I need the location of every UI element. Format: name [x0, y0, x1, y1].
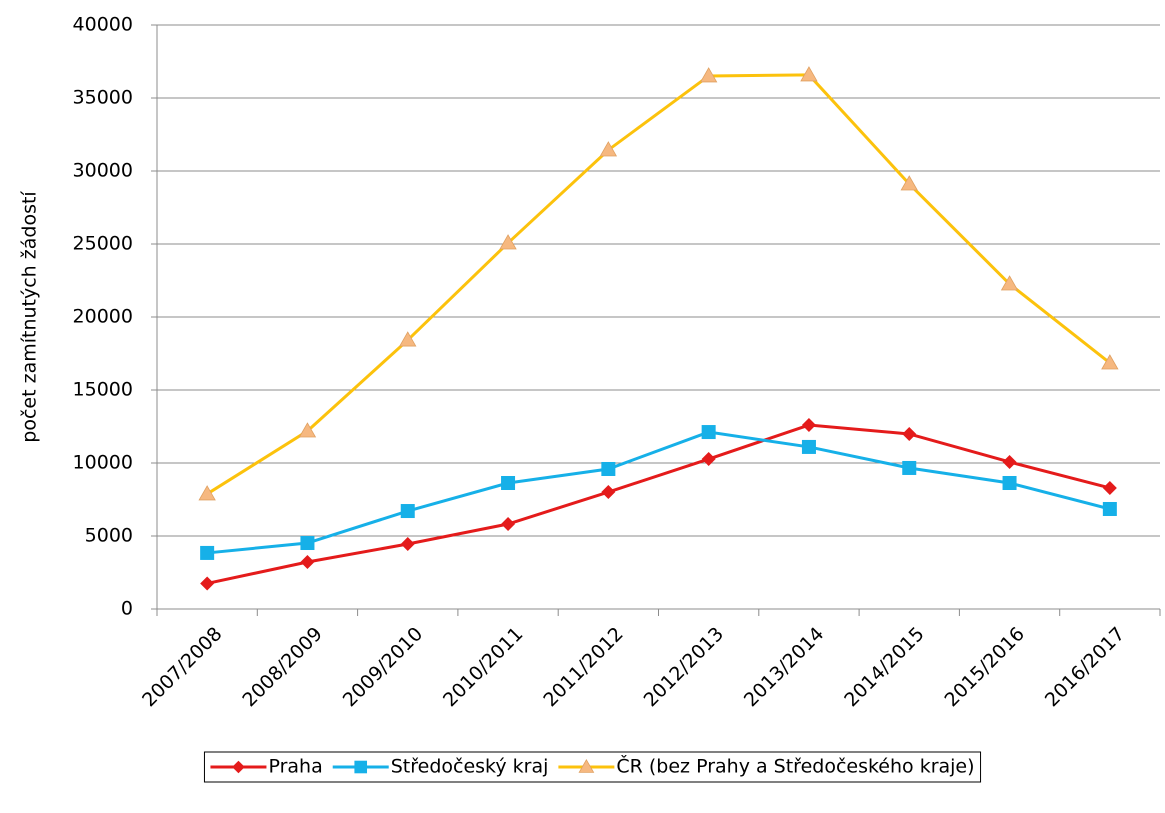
marker [801, 439, 816, 454]
legend-item: ČR (bez Prahy a Středočeského kraje) [558, 754, 975, 778]
y-tick-label: 35000 [73, 87, 133, 109]
marker [800, 66, 818, 82]
marker [599, 141, 618, 157]
y-axis-label: počet zamítnutých žádostí [19, 191, 41, 443]
marker [701, 425, 716, 440]
x-tick-label: 2013/2014 [740, 623, 828, 711]
marker [701, 452, 716, 467]
marker [801, 418, 816, 433]
series-line [206, 73, 1111, 496]
x-tick-label: 2012/2013 [640, 623, 728, 711]
x-tick-label: 2016/2017 [1041, 623, 1129, 711]
marker [198, 485, 216, 501]
y-tick-label: 40000 [73, 14, 133, 36]
marker [232, 760, 245, 774]
marker [699, 67, 718, 83]
marker [1002, 476, 1017, 491]
x-tick-label: 2008/2009 [238, 623, 326, 711]
marker [902, 426, 917, 441]
marker [578, 758, 595, 773]
y-tick-label: 10000 [73, 452, 133, 474]
marker [1102, 480, 1117, 495]
legend-label: ČR (bez Prahy a Středočeského kraje) [616, 754, 974, 778]
series-line [207, 430, 1111, 555]
legend: Praha Středočeský kraj ČR (bez Prahy a Stř… [203, 751, 982, 783]
series-line [206, 423, 1111, 585]
x-tick-label: 2014/2015 [840, 623, 928, 711]
marker [601, 485, 616, 500]
marker [1102, 501, 1117, 516]
marker [900, 175, 918, 191]
y-tick-label: 0 [121, 598, 133, 620]
legend-label: Středočeský kraj [391, 756, 549, 778]
marker [300, 536, 315, 551]
marker [200, 576, 215, 591]
marker [400, 504, 415, 519]
y-tick-label: 5000 [85, 525, 133, 547]
legend-item: Praha [210, 756, 323, 778]
marker [902, 460, 917, 475]
marker [499, 234, 517, 250]
x-tick-label: 2015/2016 [941, 623, 1029, 711]
marker [300, 554, 315, 569]
x-tick-label: 2007/2008 [138, 623, 226, 711]
x-tick-label: 2009/2010 [339, 623, 427, 711]
marker [400, 537, 415, 552]
marker [601, 461, 616, 476]
marker [200, 545, 215, 560]
x-tick-label: 2011/2012 [539, 623, 627, 711]
marker [501, 476, 516, 491]
marker [354, 760, 368, 774]
legend-label: Praha [268, 756, 322, 778]
marker [1101, 354, 1119, 370]
marker [1000, 275, 1019, 291]
y-tick-label: 15000 [73, 379, 133, 401]
y-tick-label: 30000 [73, 160, 133, 182]
marker [501, 517, 516, 532]
y-tick-label: 25000 [73, 233, 133, 255]
y-tick-label: 20000 [73, 306, 133, 328]
marker [298, 422, 317, 438]
marker [1002, 454, 1017, 469]
x-tick-label: 2010/2011 [439, 623, 527, 711]
marker [399, 331, 417, 347]
legend-item: Středočeský kraj [332, 756, 549, 778]
